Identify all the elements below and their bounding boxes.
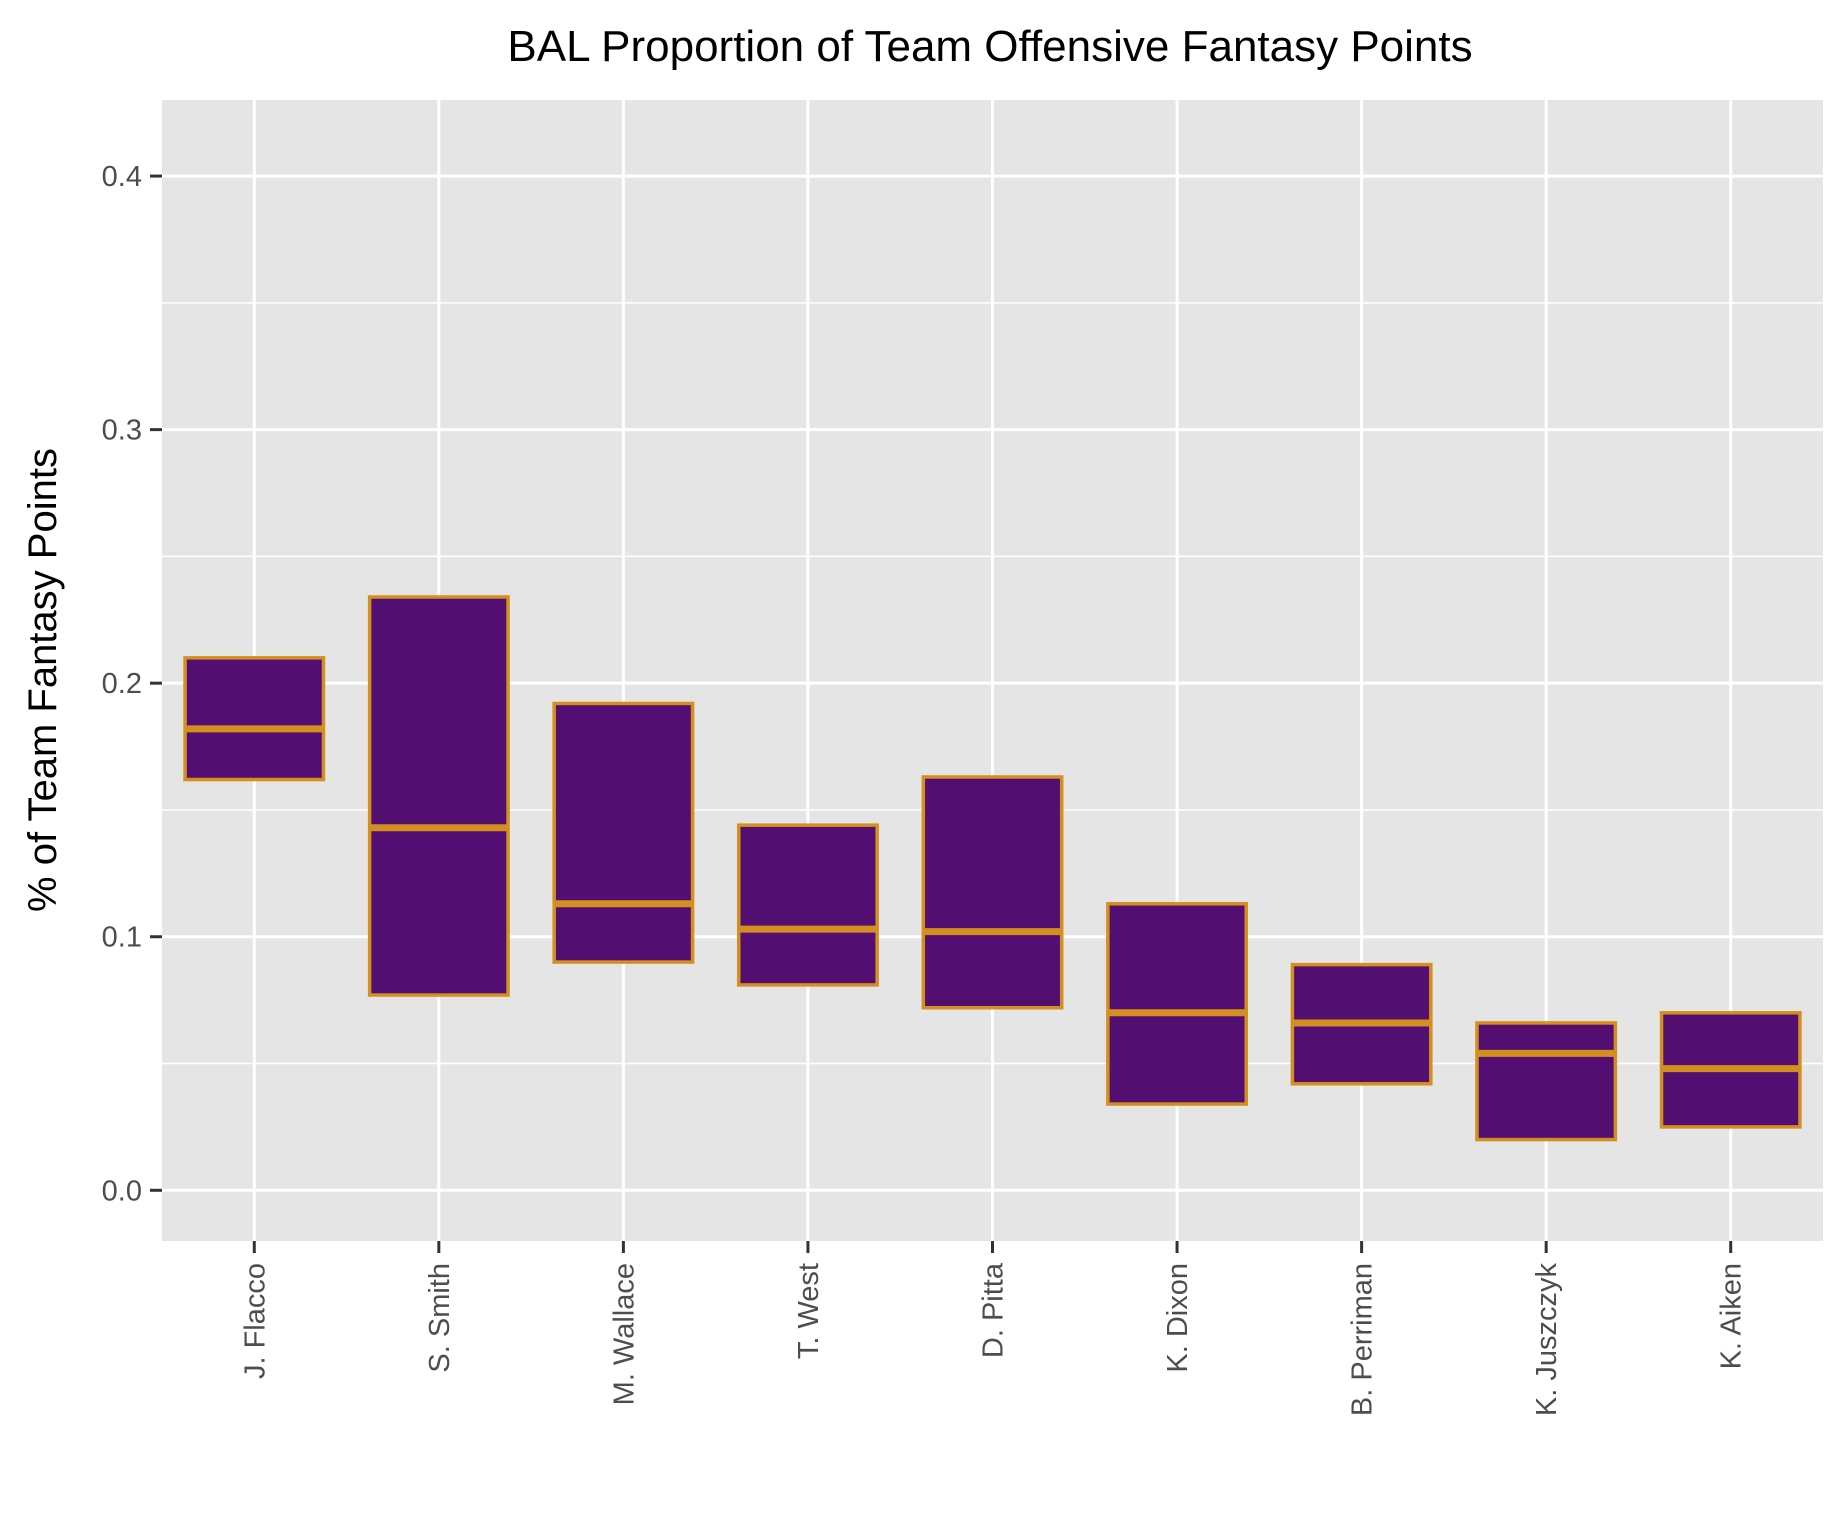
x-tick-label: J. Flacco [239,1263,271,1379]
y-tick-label: 0.2 [102,668,142,700]
box-rect [921,775,1064,1010]
box-rect [183,656,326,782]
box-5 [921,775,1064,1010]
box-rect [552,701,695,964]
x-tick-label: K. Aiken [1716,1263,1748,1369]
box-rect [1475,1021,1618,1142]
box-1 [183,656,326,782]
y-tick-label: 0.1 [102,922,142,954]
x-tick-label: K. Juszczyk [1531,1263,1563,1417]
box-series [183,595,1802,1142]
x-axis: J. Flacco S. Smith M. Wallace T. West D. Pit… [239,1241,1748,1417]
box-rect [736,823,879,987]
x-tick-label: B. Perriman [1347,1263,1379,1416]
chart-title: BAL Proportion of Team Offensive Fantasy… [507,22,1472,71]
x-tick-label: M. Wallace [608,1263,640,1405]
box-7 [1290,962,1433,1086]
box-4 [736,823,879,987]
box-8 [1475,1021,1618,1142]
box-rect [1106,902,1249,1106]
y-tick-label: 0.4 [102,161,142,193]
x-tick-label: K. Dixon [1162,1263,1194,1373]
box-3 [552,701,695,964]
x-tick-label: S. Smith [424,1263,456,1373]
y-axis: 0.0 0.1 0.2 0.3 0.4 [102,161,162,1207]
box-9 [1659,1011,1802,1129]
box-6 [1106,902,1249,1106]
box-2 [367,595,510,997]
y-tick-label: 0.0 [102,1175,142,1207]
x-tick-label: D. Pitta [978,1262,1010,1358]
y-tick-label: 0.3 [102,415,142,447]
x-tick-label: T. West [793,1263,825,1359]
box-rect [367,595,510,997]
y-axis-label: % of Team Fantasy Points [21,448,65,912]
